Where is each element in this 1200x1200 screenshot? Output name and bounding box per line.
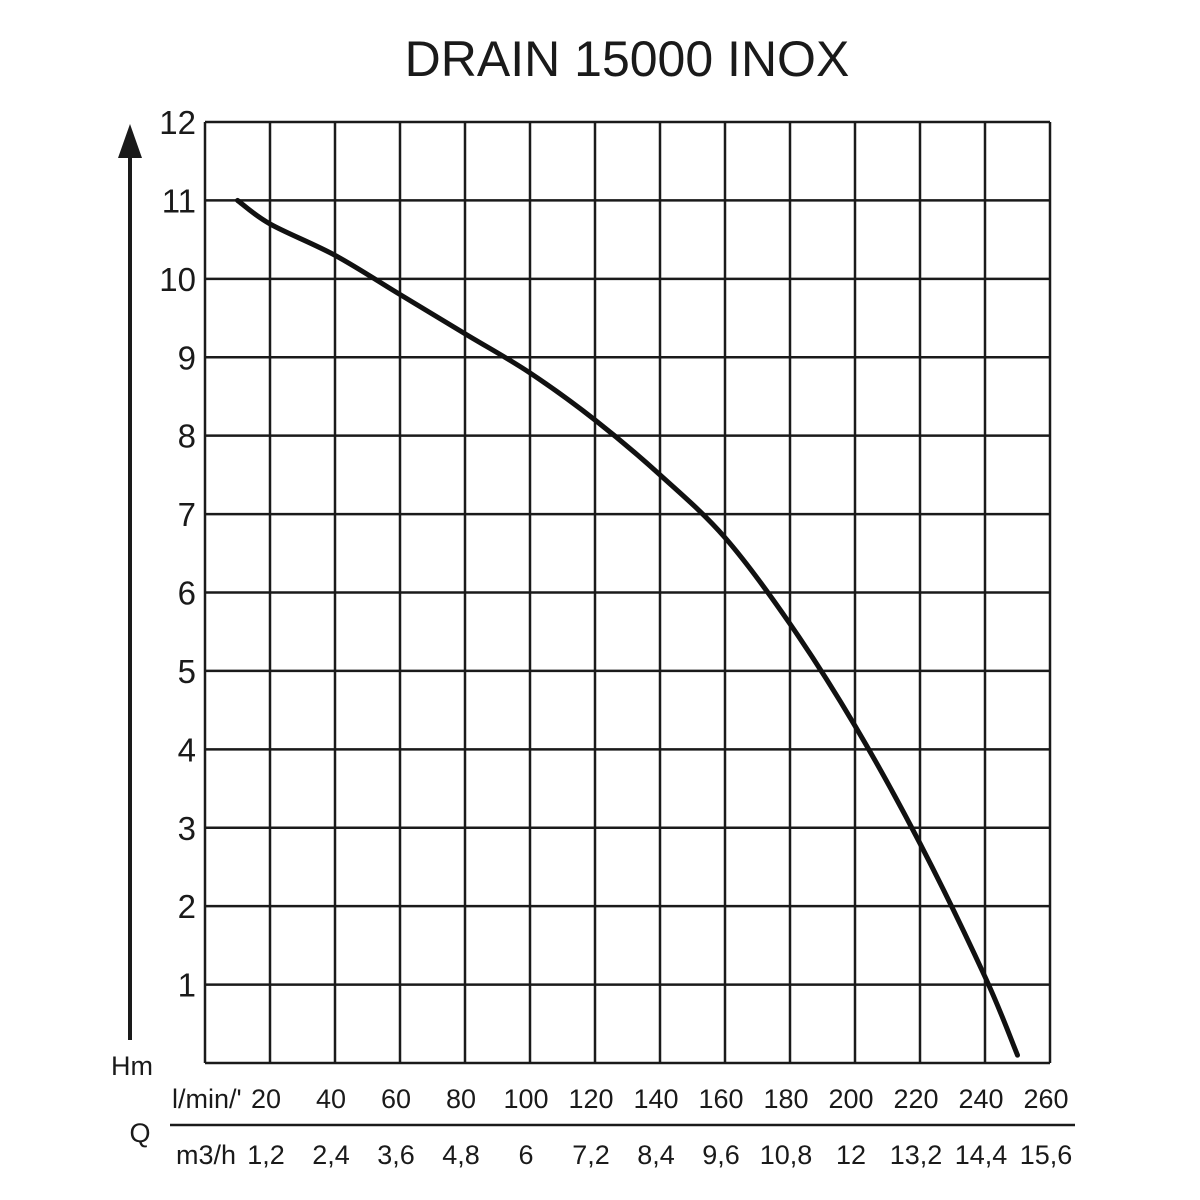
x-tick-label-lmin: 40: [316, 1084, 346, 1114]
x-tick-label-m3h: 15,6: [1020, 1140, 1073, 1170]
x-tick-label-lmin: 20: [251, 1084, 281, 1114]
performance-curve: [235, 197, 1020, 1058]
x-tick-label-m3h: 4,8: [442, 1140, 480, 1170]
x-tick-label-lmin: 260: [1023, 1084, 1068, 1114]
x-tick-label-lmin: 120: [568, 1084, 613, 1114]
x-unit-lmin: l/min/': [172, 1084, 242, 1114]
x-tick-labels-lmin: 20 40 60 80 100 120 140 160 180 200 220 240 260: [251, 1084, 1069, 1114]
y-axis-label: Hm: [111, 1051, 153, 1081]
y-tick-label: 8: [178, 418, 196, 455]
x-tick-label-m3h: 13,2: [890, 1140, 943, 1170]
x-tick-label-m3h: 1,2: [247, 1140, 285, 1170]
x-tick-label-m3h: 7,2: [572, 1140, 610, 1170]
x-tick-label-lmin: 80: [446, 1084, 476, 1114]
chart-title: DRAIN 15000 INOX: [405, 31, 850, 87]
x-tick-labels-m3h: 1,2 2,4 3,6 4,8 6 7,2 8,4 9,6 10,8 12 13,2 14,4 15,6: [247, 1140, 1072, 1170]
y-tick-label: 4: [178, 731, 196, 768]
x-tick-label-lmin: 240: [958, 1084, 1003, 1114]
x-tick-label-m3h: 10,8: [760, 1140, 813, 1170]
x-tick-label-lmin: 140: [633, 1084, 678, 1114]
y-tick-label: 1: [178, 967, 196, 1004]
x-tick-label-lmin: 200: [828, 1084, 873, 1114]
x-tick-label-m3h: 14,4: [955, 1140, 1008, 1170]
y-tick-label: 12: [159, 104, 196, 141]
y-tick-label: 6: [178, 575, 196, 612]
y-tick-label: 5: [178, 653, 196, 690]
y-tick-label: 9: [178, 339, 196, 376]
x-tick-label-m3h: 2,4: [312, 1140, 350, 1170]
x-tick-label-lmin: 160: [698, 1084, 743, 1114]
x-tick-label-m3h: 6: [518, 1140, 533, 1170]
y-tick-label: 10: [159, 261, 196, 298]
y-tick-label: 7: [178, 496, 196, 533]
y-tick-label: 3: [178, 810, 196, 847]
x-axis-label: Q: [129, 1118, 150, 1148]
x-tick-label-m3h: 12: [836, 1140, 866, 1170]
x-unit-m3h: m3/h: [176, 1140, 236, 1170]
series-layer: [235, 197, 1020, 1058]
x-tick-label-lmin: 220: [893, 1084, 938, 1114]
x-tick-label-m3h: 9,6: [702, 1140, 740, 1170]
x-tick-label-lmin: 60: [381, 1084, 411, 1114]
x-tick-label-lmin: 180: [763, 1084, 808, 1114]
y-tick-label: 2: [178, 888, 196, 925]
x-tick-label-m3h: 8,4: [637, 1140, 675, 1170]
x-tick-label-lmin: 100: [503, 1084, 548, 1114]
y-axis-arrow-head: [118, 124, 142, 158]
grid: [203, 120, 1052, 1065]
y-tick-label: 11: [162, 182, 196, 219]
x-tick-label-m3h: 3,6: [377, 1140, 415, 1170]
